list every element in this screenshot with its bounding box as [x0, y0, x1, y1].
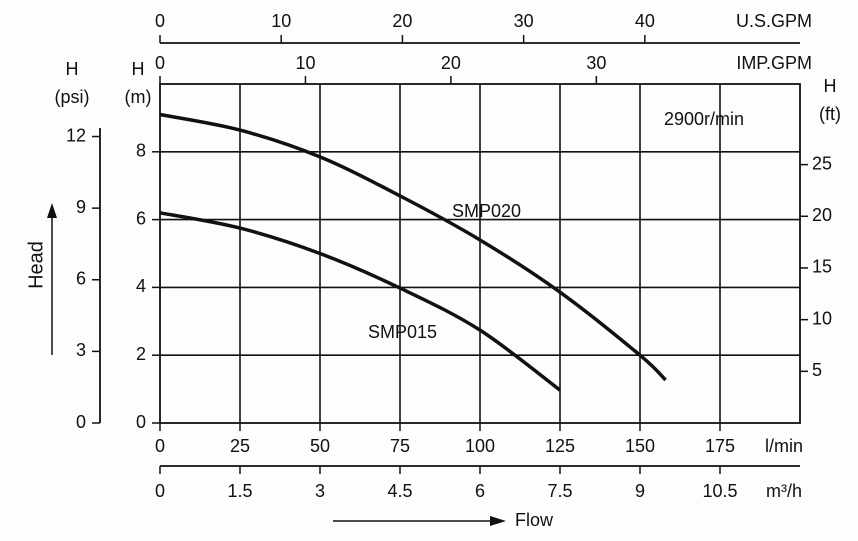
- psi-tick-label: 3: [76, 340, 86, 360]
- m3h-tick-label: 1.5: [227, 481, 252, 501]
- impgpm-label: IMP.GPM: [736, 53, 812, 73]
- series-label: SMP015: [368, 322, 437, 342]
- x-tick-label: 50: [310, 436, 330, 456]
- y-label: H: [132, 59, 145, 79]
- usgpm-tick-label: 0: [155, 11, 165, 31]
- y-title: Head: [25, 241, 47, 289]
- m3h-label: m³/h: [766, 481, 802, 501]
- impgpm-tick-label: 30: [586, 53, 606, 73]
- ft-label: H: [824, 76, 837, 96]
- m3h-tick-label: 7.5: [547, 481, 572, 501]
- y-tick-label: 2: [136, 344, 146, 364]
- head-arrow-head: [47, 203, 57, 218]
- x-tick-label: 25: [230, 436, 250, 456]
- x-tick-label: 150: [625, 436, 655, 456]
- ft-tick-label: 15: [812, 257, 832, 277]
- m3h-tick-label: 4.5: [387, 481, 412, 501]
- impgpm-tick-label: 0: [155, 53, 165, 73]
- ft-tick-label: 5: [812, 360, 822, 380]
- curve: [159, 112, 667, 382]
- y-tick-label: 8: [136, 141, 146, 161]
- usgpm-label: U.S.GPM: [736, 11, 812, 31]
- series-label: SMP020: [452, 201, 521, 221]
- x-tick-label: 75: [390, 436, 410, 456]
- m3h-tick-label: 6: [475, 481, 485, 501]
- impgpm-tick-label: 10: [295, 53, 315, 73]
- x-title: Flow: [515, 510, 554, 530]
- m3h-tick-label: 9: [635, 481, 645, 501]
- psi-tick-label: 12: [66, 125, 86, 145]
- psi-tick-label: 9: [76, 197, 86, 217]
- psi-label: H: [66, 59, 79, 79]
- impgpm-tick-label: 20: [441, 53, 461, 73]
- y-tick-label: 0: [136, 412, 146, 432]
- x-tick-label: 125: [545, 436, 575, 456]
- m3h-tick-label: 10.5: [702, 481, 737, 501]
- curve: [159, 211, 562, 392]
- x-tick-label: 0: [155, 436, 165, 456]
- usgpm-tick-label: 20: [392, 11, 412, 31]
- ft-tick-label: 25: [812, 153, 832, 173]
- usgpm-tick-label: 30: [514, 11, 534, 31]
- ft-tick-label: 20: [812, 205, 832, 225]
- usgpm-tick-label: 10: [271, 11, 291, 31]
- x-tick-label: 100: [465, 436, 495, 456]
- usgpm-tick-label: 40: [635, 11, 655, 31]
- m3h-tick-label: 3: [315, 481, 325, 501]
- ft-tick-label: 10: [812, 308, 832, 328]
- psi-label: (psi): [55, 87, 90, 107]
- m3h-tick-label: 0: [155, 481, 165, 501]
- flow-arrow-head: [490, 516, 506, 526]
- y-tick-label: 4: [136, 276, 146, 296]
- ft-label: (ft): [819, 104, 841, 124]
- speed-label: 2900r/min: [664, 109, 744, 129]
- x-tick-label: 175: [705, 436, 735, 456]
- psi-tick-label: 0: [76, 412, 86, 432]
- y-tick-label: 6: [136, 208, 146, 228]
- x-label: l/min: [765, 436, 803, 456]
- psi-tick-label: 6: [76, 269, 86, 289]
- y-label: (m): [125, 87, 152, 107]
